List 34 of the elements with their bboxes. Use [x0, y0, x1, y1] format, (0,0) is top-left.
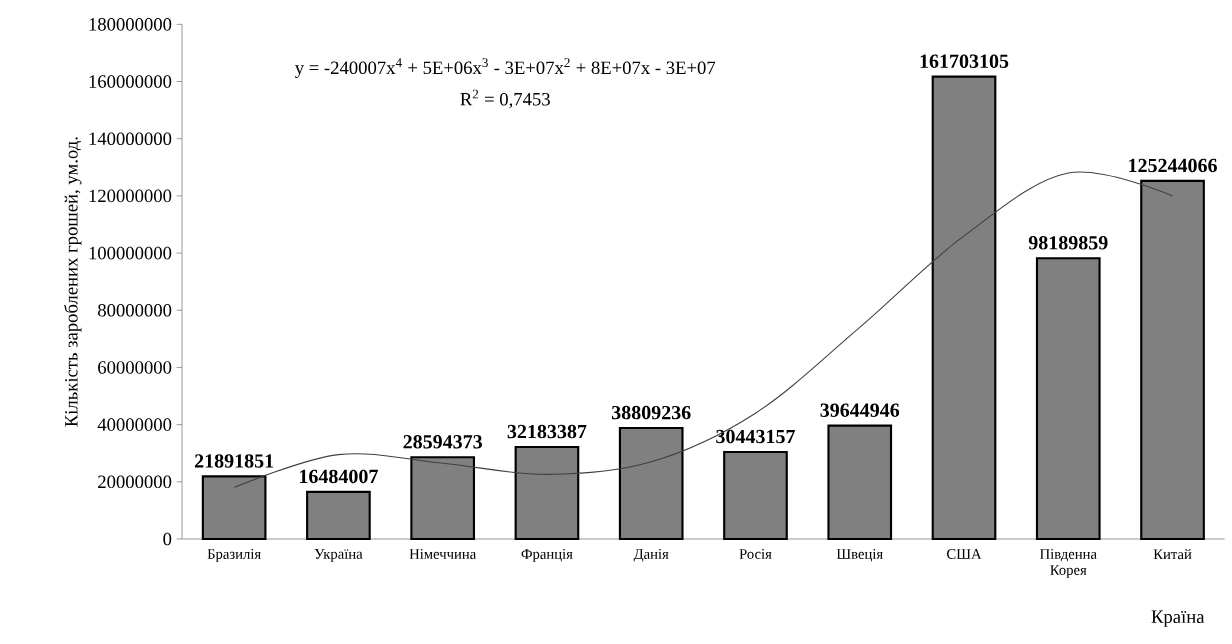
x-tick-label: Франція — [521, 549, 573, 562]
y-tick-label: 160000000 — [89, 75, 172, 88]
x-tick-label: Південна Корея — [1039, 549, 1097, 578]
data-label: 21891851 — [194, 454, 274, 468]
data-label: 98189859 — [1028, 236, 1108, 250]
data-label: 28594373 — [403, 435, 482, 449]
y-axis-title: Кількість зароблених грошей, ум.од. — [64, 137, 82, 427]
x-tick-label: Бразилія — [207, 549, 261, 562]
x-tick-label: Данія — [633, 549, 669, 562]
annotation: y = -240007x$^{4}$ + 5E+06x$^{3}$ - 3E+07x$^{2}$ + 8E+07x - 3E+07 — [295, 58, 716, 78]
data-label: 16484007 — [300, 469, 378, 484]
y-tick-label: 140000000 — [89, 132, 172, 146]
data-label: 38809236 — [611, 405, 691, 420]
data-label: 39644946 — [820, 403, 900, 417]
y-tick-label: 180000000 — [89, 18, 172, 31]
y-tick-label: 120000000 — [89, 189, 172, 203]
x-tick-label: Німеччина — [409, 549, 477, 559]
annotation: R$^{2}$ = 0,7453 — [460, 89, 550, 109]
data-label: 32183387 — [507, 424, 587, 439]
x-tick-label: Китай — [1153, 549, 1192, 560]
y-tick-label: 100000000 — [89, 246, 172, 260]
x-tick-label: Україна — [314, 549, 363, 562]
data-label: 30443157 — [716, 429, 795, 444]
y-tick-label: 20000000 — [98, 475, 172, 489]
data-label: 125244066 — [1129, 158, 1217, 173]
y-tick-label: 60000000 — [98, 361, 172, 374]
x-tick-label: Швеція — [836, 549, 883, 562]
x-axis-title: Країна — [1151, 610, 1205, 627]
y-tick-label: 40000000 — [97, 418, 172, 431]
x-tick-label: США — [947, 549, 982, 559]
data-label: 161703105 — [920, 54, 1009, 68]
y-tick-label: 0 — [163, 532, 172, 546]
y-tick-label: 80000000 — [98, 303, 172, 317]
x-tick-label: Росія — [739, 549, 772, 559]
